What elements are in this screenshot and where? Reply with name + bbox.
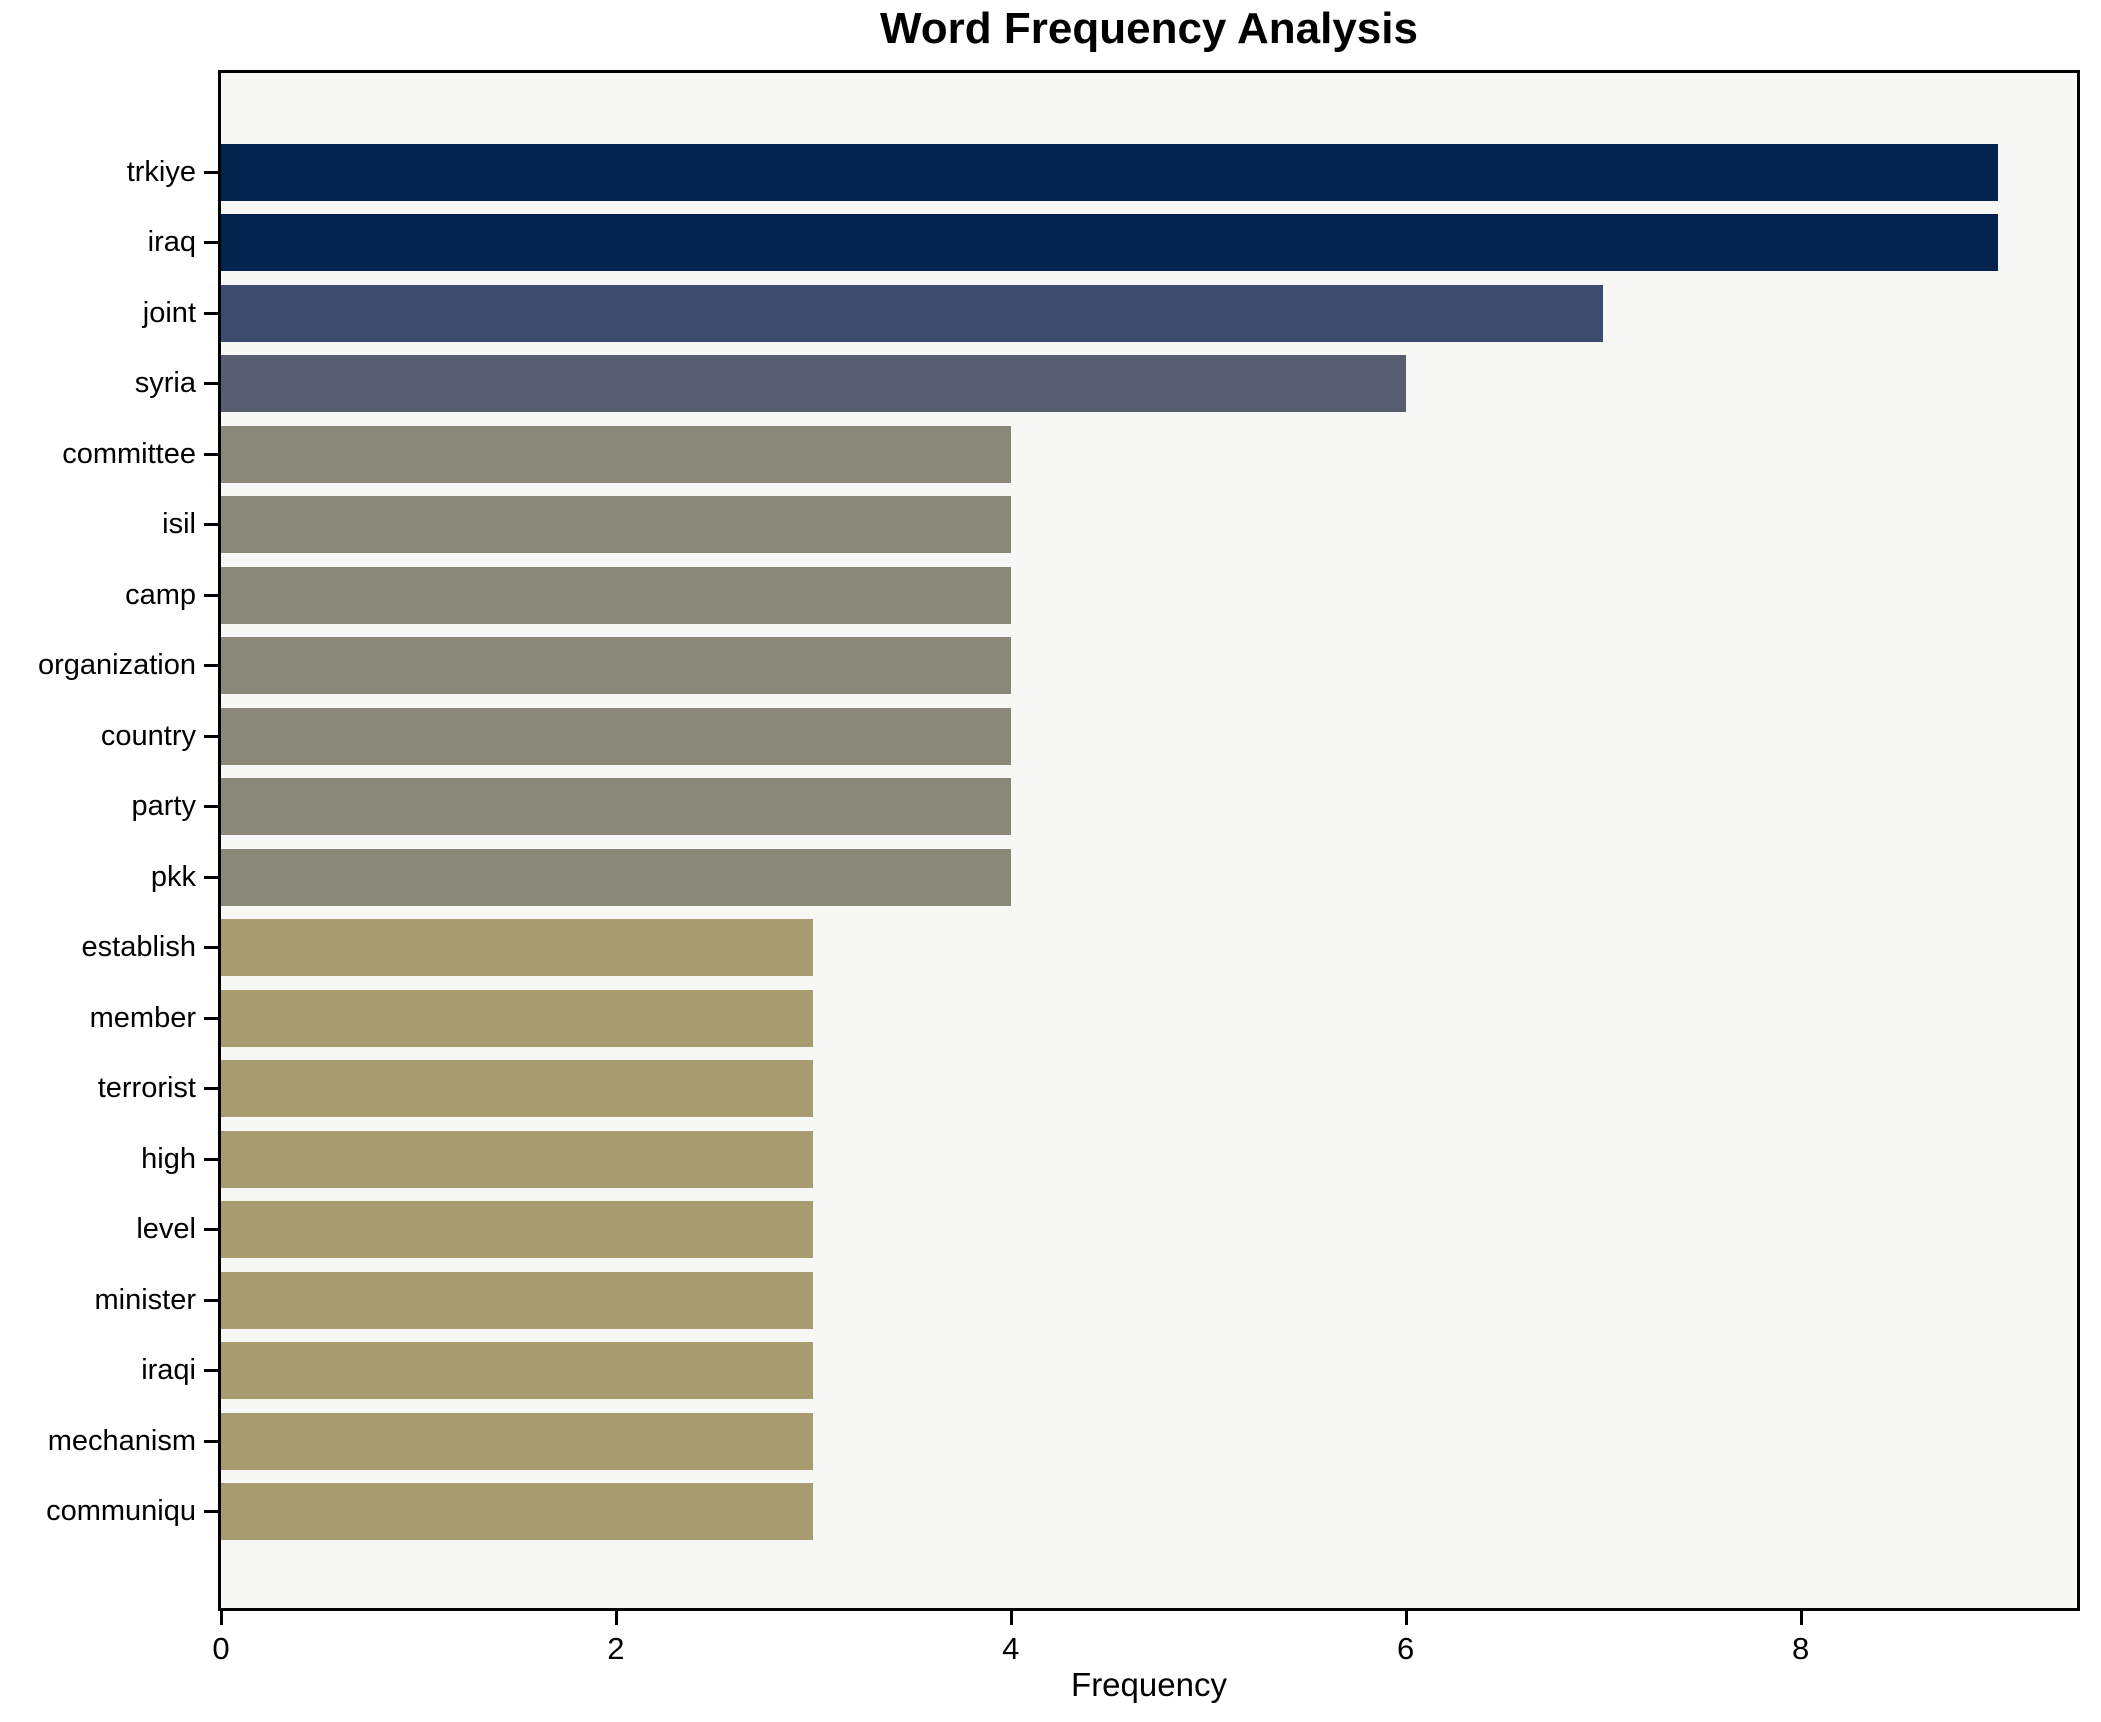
bar-pkk (221, 848, 1011, 906)
y-tick-label-iraqi: iraqi (141, 1354, 196, 1386)
bar-isil (221, 496, 1011, 553)
y-tick-label-member: member (89, 1001, 196, 1034)
x-tick-label-4: 4 (1002, 1631, 1020, 1666)
y-tick-mark-high (204, 1157, 218, 1161)
bar-organization (221, 637, 1011, 694)
bar-committee (221, 425, 1011, 483)
bar-level (221, 1201, 814, 1258)
y-tick-mark-mechanism (204, 1439, 218, 1443)
y-tick-mark-minister (204, 1298, 218, 1302)
bar-communiqu (221, 1483, 814, 1540)
plot-area (218, 70, 2080, 1611)
x-axis-title: Frequency (1071, 1666, 1227, 1703)
y-tick-label-iraq: iraq (147, 226, 196, 258)
y-tick-label-high: high (141, 1142, 196, 1175)
bar-mechanism (221, 1412, 814, 1470)
y-axis-labels: trkiye iraq joint syria committee isil camp org… (0, 73, 196, 1608)
y-tick-label-mechanism: mechanism (47, 1424, 196, 1457)
y-tick-label-syria: syria (134, 367, 196, 399)
y-tick-mark-pkk (204, 875, 218, 879)
bar-member (221, 989, 814, 1047)
bar-iraq (221, 214, 1999, 271)
bar-syria (221, 355, 1406, 412)
y-tick-mark-country (204, 734, 218, 738)
x-tick-label-2: 2 (607, 1631, 625, 1666)
x-tick-mark-0 (220, 1611, 223, 1625)
bar-terrorist (221, 1060, 814, 1117)
y-tick-mark-organization (204, 664, 218, 667)
y-tick-mark-joint (204, 311, 218, 315)
y-tick-label-country: country (100, 719, 196, 752)
y-tick-label-joint: joint (142, 296, 196, 329)
y-tick-label-isil: isil (162, 508, 196, 540)
x-tick-mark-6 (1404, 1611, 1408, 1625)
y-tick-mark-establish (204, 946, 218, 949)
y-tick-mark-member (204, 1016, 218, 1020)
y-tick-label-minister: minister (94, 1283, 196, 1316)
y-tick-label-pkk: pkk (150, 860, 196, 893)
chart-title: Word Frequency Analysis (880, 4, 1418, 53)
x-axis-ticks: 0 2 4 6 8 (212, 1611, 2077, 1681)
bar-trkiye (221, 143, 1999, 201)
y-tick-mark-syria (204, 382, 218, 385)
x-tick-mark-8 (1799, 1611, 1803, 1625)
x-tick-mark-2 (614, 1611, 618, 1625)
bar-minister (221, 1271, 814, 1329)
bar-camp (221, 566, 1011, 624)
y-tick-mark-iraq (204, 241, 218, 244)
bar-establish (221, 919, 814, 976)
y-tick-mark-trkiye (204, 170, 218, 174)
x-tick-label-6: 6 (1397, 1631, 1415, 1666)
y-tick-label-establish: establish (81, 931, 196, 963)
y-tick-label-committee: committee (62, 437, 196, 470)
y-tick-label-party: party (131, 790, 196, 822)
y-tick-mark-isil (204, 523, 218, 526)
y-tick-label-terrorist: terrorist (97, 1072, 196, 1104)
y-tick-label-level: level (136, 1213, 196, 1245)
bar-iraqi (221, 1342, 814, 1399)
y-tick-mark-communiqu (204, 1510, 218, 1513)
y-tick-label-camp: camp (125, 578, 196, 611)
y-tick-mark-party (204, 805, 218, 808)
x-tick-label-8: 8 (1791, 1631, 1810, 1666)
x-tick-label-0: 0 (212, 1631, 230, 1666)
y-axis-tick-marks (204, 73, 218, 1608)
bar-party (221, 778, 1011, 835)
bar-high (221, 1130, 814, 1188)
x-tick-mark-4 (1009, 1611, 1013, 1625)
y-tick-label-communiqu: communiqu (46, 1495, 196, 1527)
y-tick-mark-committee (204, 452, 218, 456)
y-tick-mark-iraqi (204, 1369, 218, 1372)
bar-joint (221, 284, 1604, 342)
y-tick-mark-camp (204, 593, 218, 597)
y-tick-mark-level (204, 1228, 218, 1231)
bar-country (221, 707, 1011, 765)
y-tick-label-trkiye: trkiye (126, 155, 196, 188)
y-tick-mark-terrorist (204, 1087, 218, 1090)
y-tick-label-organization: organization (38, 649, 196, 681)
